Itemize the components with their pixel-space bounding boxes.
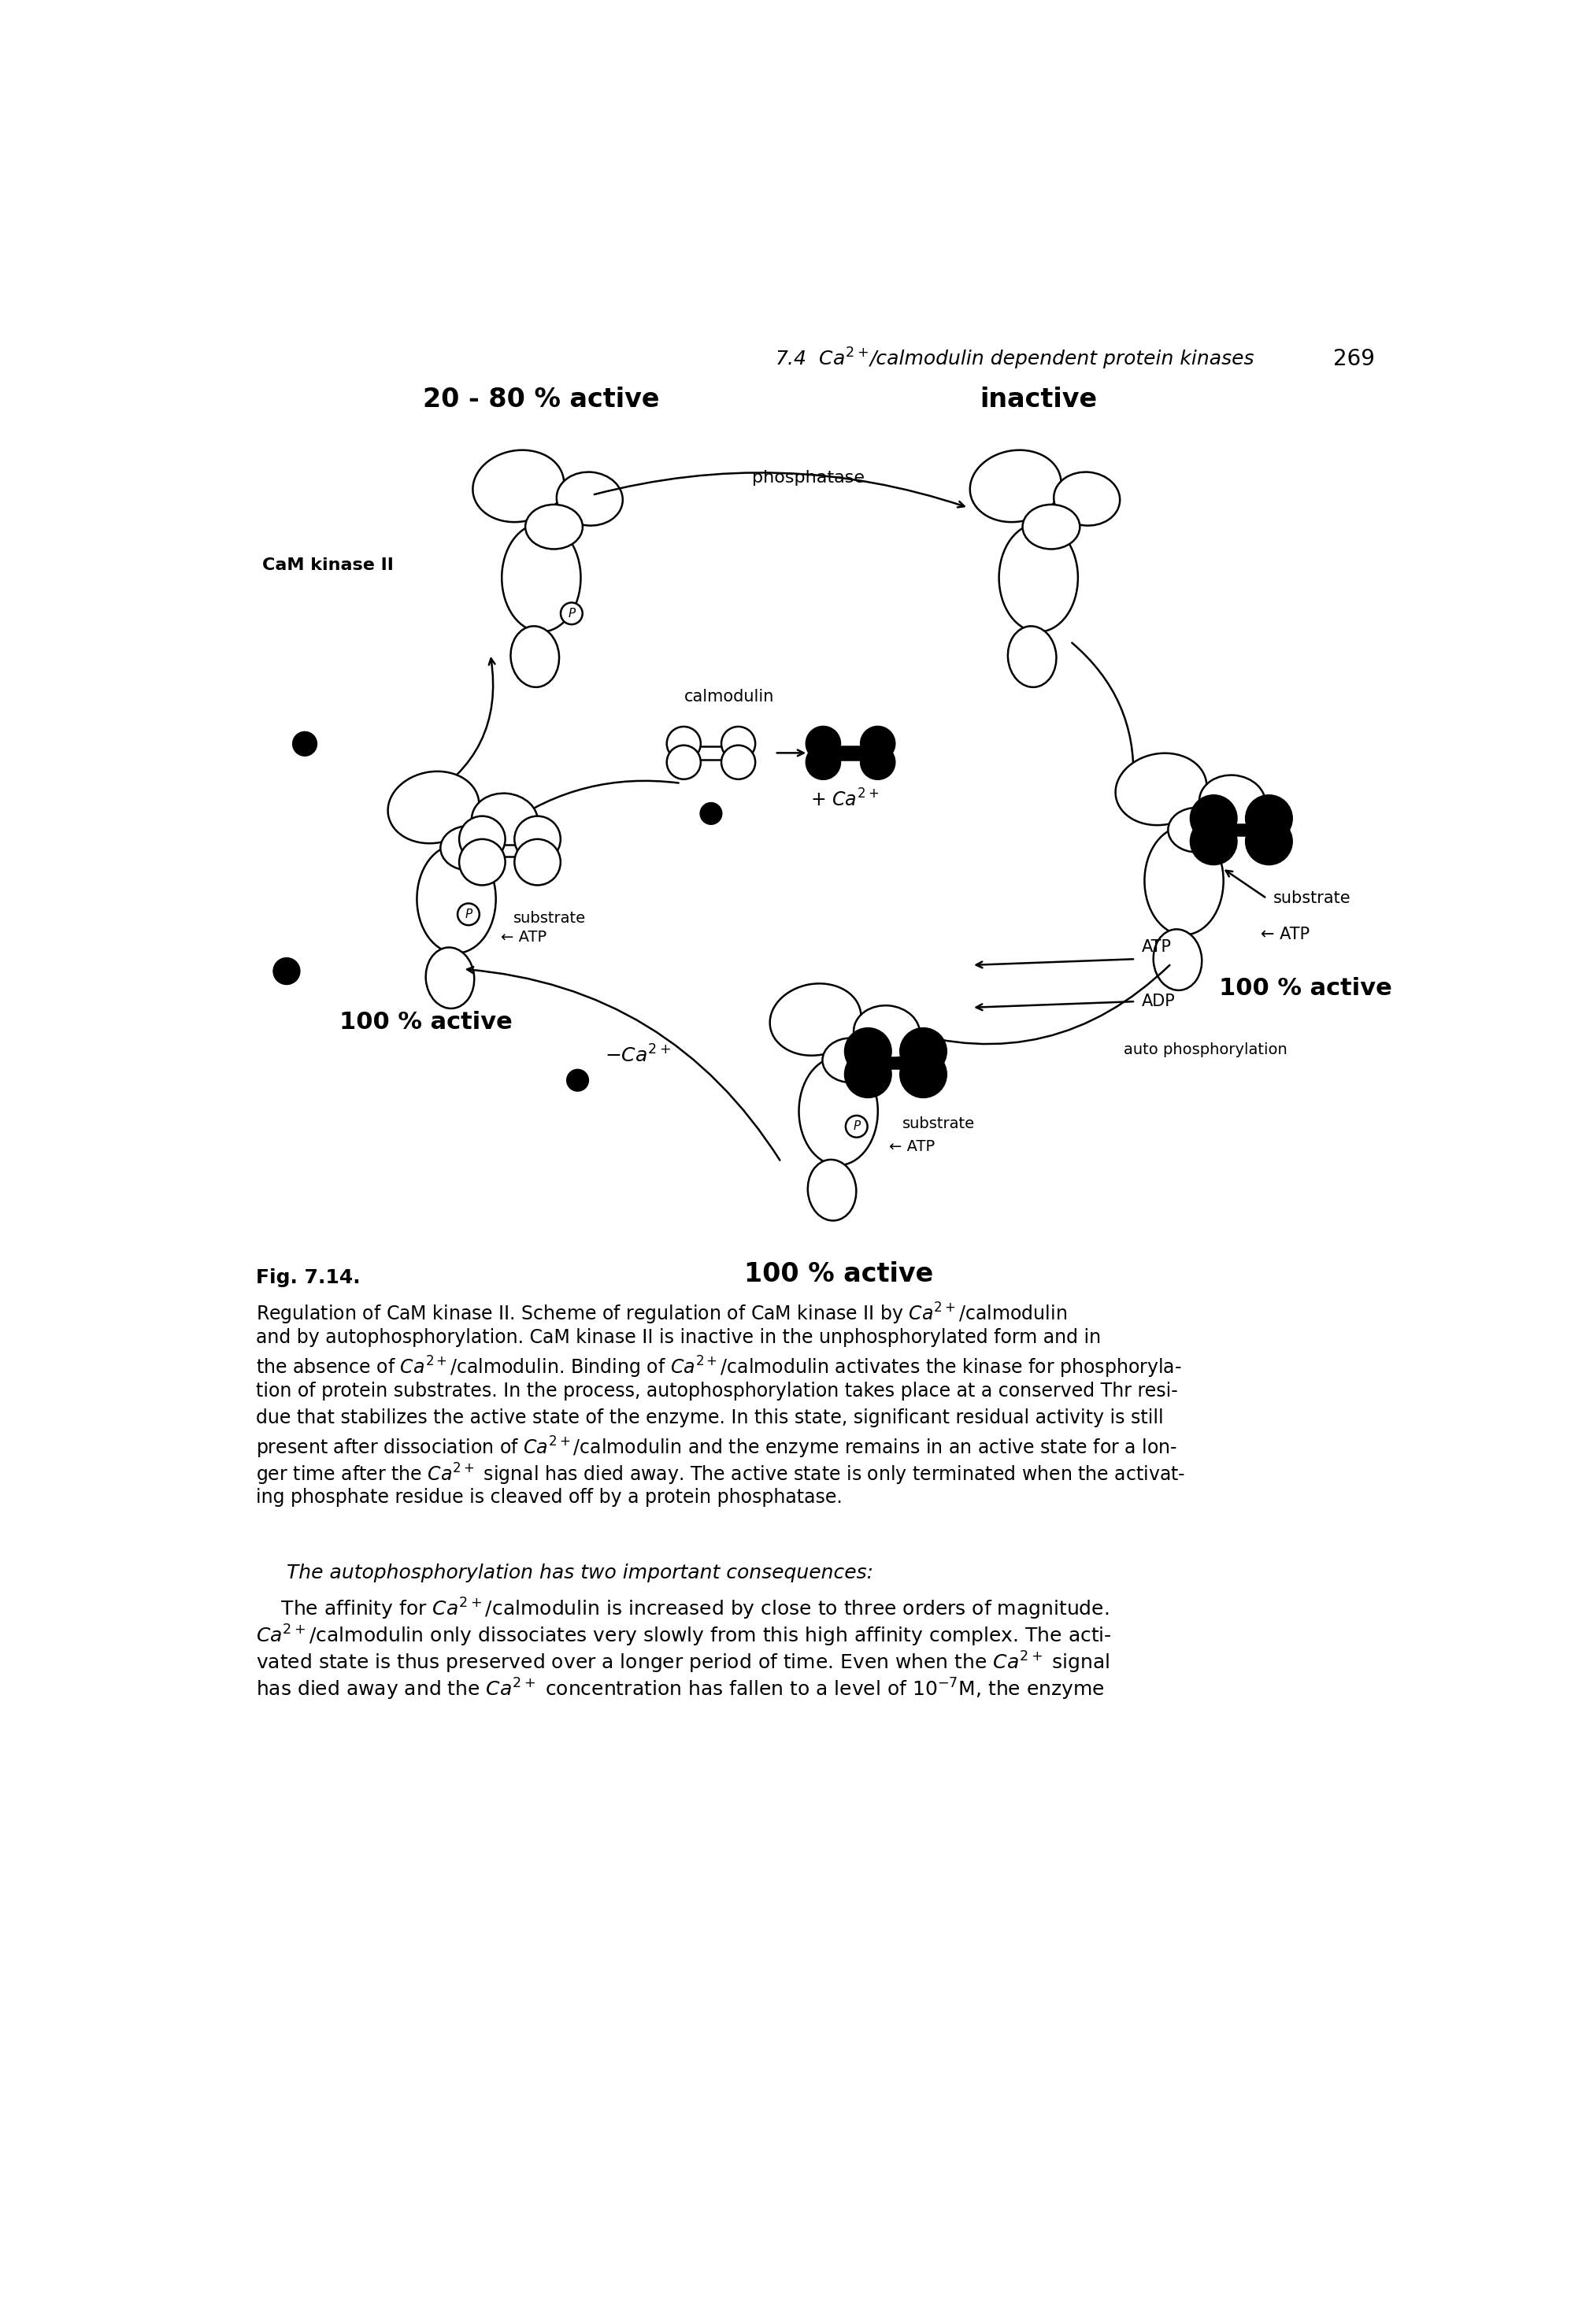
Text: /calmodulin dependent protein kinases: /calmodulin dependent protein kinases	[870, 349, 1255, 367]
Text: The autophosphorylation has two important consequences:: The autophosphorylation has two importan…	[286, 1564, 873, 1583]
Ellipse shape	[525, 504, 582, 548]
Text: ATP: ATP	[1142, 939, 1171, 955]
Ellipse shape	[1199, 776, 1266, 830]
Text: substrate: substrate	[514, 911, 587, 925]
Ellipse shape	[1054, 472, 1120, 525]
Ellipse shape	[440, 825, 498, 872]
Text: ing phosphate residue is cleaved off by a protein phosphatase.: ing phosphate residue is cleaved off by …	[256, 1487, 843, 1508]
Circle shape	[274, 957, 301, 985]
Ellipse shape	[426, 948, 475, 1009]
Text: 7.4  $Ca^{2+}$: 7.4 $Ca^{2+}$	[775, 349, 869, 370]
Text: 100 % active: 100 % active	[744, 1262, 933, 1287]
Text: 100 % active: 100 % active	[1218, 976, 1392, 999]
Text: has died away and the $Ca^{2+}$ concentration has fallen to a level of $10^{-7}$: has died away and the $Ca^{2+}$ concentr…	[256, 1676, 1104, 1701]
Text: ADP: ADP	[1142, 995, 1175, 1009]
Text: ← ATP: ← ATP	[501, 930, 547, 944]
Circle shape	[1247, 818, 1292, 865]
Text: P: P	[568, 607, 576, 621]
Bar	[873, 1057, 919, 1069]
Text: the absence of $Ca^{2+}$/calmodulin. Binding of $Ca^{2+}$/calmodulin activates t: the absence of $Ca^{2+}$/calmodulin. Bin…	[256, 1355, 1182, 1380]
Ellipse shape	[471, 792, 538, 846]
Text: vated state is thus preserved over a longer period of time. Even when the $Ca^{2: vated state is thus preserved over a lon…	[256, 1650, 1111, 1676]
Circle shape	[846, 1116, 867, 1136]
Ellipse shape	[854, 1006, 919, 1060]
Ellipse shape	[511, 625, 558, 688]
Ellipse shape	[808, 1160, 856, 1220]
Circle shape	[1247, 795, 1292, 841]
Text: inactive: inactive	[979, 386, 1098, 414]
Ellipse shape	[1008, 625, 1057, 688]
Ellipse shape	[557, 472, 623, 525]
Circle shape	[845, 1050, 891, 1097]
Text: ← ATP: ← ATP	[889, 1139, 935, 1155]
Text: substrate: substrate	[1274, 890, 1351, 906]
Text: phosphatase: phosphatase	[751, 469, 864, 486]
Ellipse shape	[1115, 753, 1207, 825]
Circle shape	[861, 746, 895, 779]
Ellipse shape	[388, 772, 479, 844]
Text: due that stabilizes the active state of the enzyme. In this state, significant r: due that stabilizes the active state of …	[256, 1408, 1164, 1427]
Circle shape	[845, 1027, 891, 1074]
Ellipse shape	[1144, 827, 1223, 934]
Text: P: P	[465, 909, 471, 920]
Circle shape	[666, 746, 701, 779]
Text: $Ca^{2+}$/calmodulin only dissociates very slowly from this high affinity comple: $Ca^{2+}$/calmodulin only dissociates ve…	[256, 1624, 1112, 1648]
Text: The affinity for $Ca^{2+}$/calmodulin is increased by close to three orders of m: The affinity for $Ca^{2+}$/calmodulin is…	[256, 1597, 1109, 1622]
Circle shape	[807, 727, 840, 760]
Circle shape	[666, 727, 701, 760]
Text: 269: 269	[1334, 349, 1375, 370]
Text: CaM kinase II: CaM kinase II	[263, 558, 394, 574]
Ellipse shape	[418, 846, 495, 953]
Circle shape	[457, 904, 479, 925]
Text: ← ATP: ← ATP	[1261, 927, 1310, 944]
Ellipse shape	[998, 523, 1077, 632]
Circle shape	[459, 839, 505, 885]
Ellipse shape	[501, 523, 581, 632]
Circle shape	[721, 746, 755, 779]
Circle shape	[514, 816, 560, 862]
Bar	[487, 846, 533, 858]
Ellipse shape	[473, 451, 563, 523]
Circle shape	[900, 1027, 946, 1074]
Polygon shape	[823, 746, 878, 760]
Text: present after dissociation of $Ca^{2+}$/calmodulin and the enzyme remains in an : present after dissociation of $Ca^{2+}$/…	[256, 1434, 1179, 1459]
Text: 100 % active: 100 % active	[340, 1011, 513, 1034]
Text: Fig. 7.14.: Fig. 7.14.	[256, 1269, 361, 1287]
Circle shape	[900, 1050, 946, 1097]
Ellipse shape	[799, 1057, 878, 1164]
Ellipse shape	[970, 451, 1062, 523]
Bar	[1218, 825, 1264, 837]
Circle shape	[721, 727, 755, 760]
Circle shape	[514, 839, 560, 885]
Circle shape	[1191, 818, 1237, 865]
Circle shape	[566, 1069, 589, 1092]
Circle shape	[1191, 795, 1237, 841]
Ellipse shape	[1153, 930, 1202, 990]
Text: calmodulin: calmodulin	[683, 688, 774, 704]
Text: substrate: substrate	[902, 1116, 975, 1132]
Text: + $Ca^{2+}$: + $Ca^{2+}$	[810, 790, 878, 811]
Text: and by autophosphorylation. CaM kinase II is inactive in the unphosphorylated fo: and by autophosphorylation. CaM kinase I…	[256, 1329, 1101, 1348]
Circle shape	[293, 732, 316, 755]
Text: 20 - 80 % active: 20 - 80 % active	[422, 386, 660, 414]
Ellipse shape	[1022, 504, 1081, 548]
Ellipse shape	[1168, 809, 1226, 853]
Circle shape	[459, 816, 505, 862]
Text: Regulation of CaM kinase II. Scheme of regulation of CaM kinase II by $Ca^{2+}$/: Regulation of CaM kinase II. Scheme of r…	[256, 1301, 1068, 1327]
Text: $-Ca^{2+}$: $-Ca^{2+}$	[604, 1046, 671, 1067]
Ellipse shape	[823, 1039, 880, 1083]
Ellipse shape	[770, 983, 861, 1055]
Circle shape	[560, 602, 582, 625]
Circle shape	[807, 746, 840, 779]
Circle shape	[701, 802, 721, 825]
Text: ger time after the $Ca^{2+}$ signal has died away. The active state is only term: ger time after the $Ca^{2+}$ signal has …	[256, 1462, 1185, 1487]
Polygon shape	[683, 746, 739, 760]
Text: P: P	[853, 1120, 861, 1132]
Circle shape	[861, 727, 895, 760]
Text: tion of protein substrates. In the process, autophosphorylation takes place at a: tion of protein substrates. In the proce…	[256, 1380, 1179, 1401]
Text: auto phosphorylation: auto phosphorylation	[1123, 1043, 1286, 1057]
